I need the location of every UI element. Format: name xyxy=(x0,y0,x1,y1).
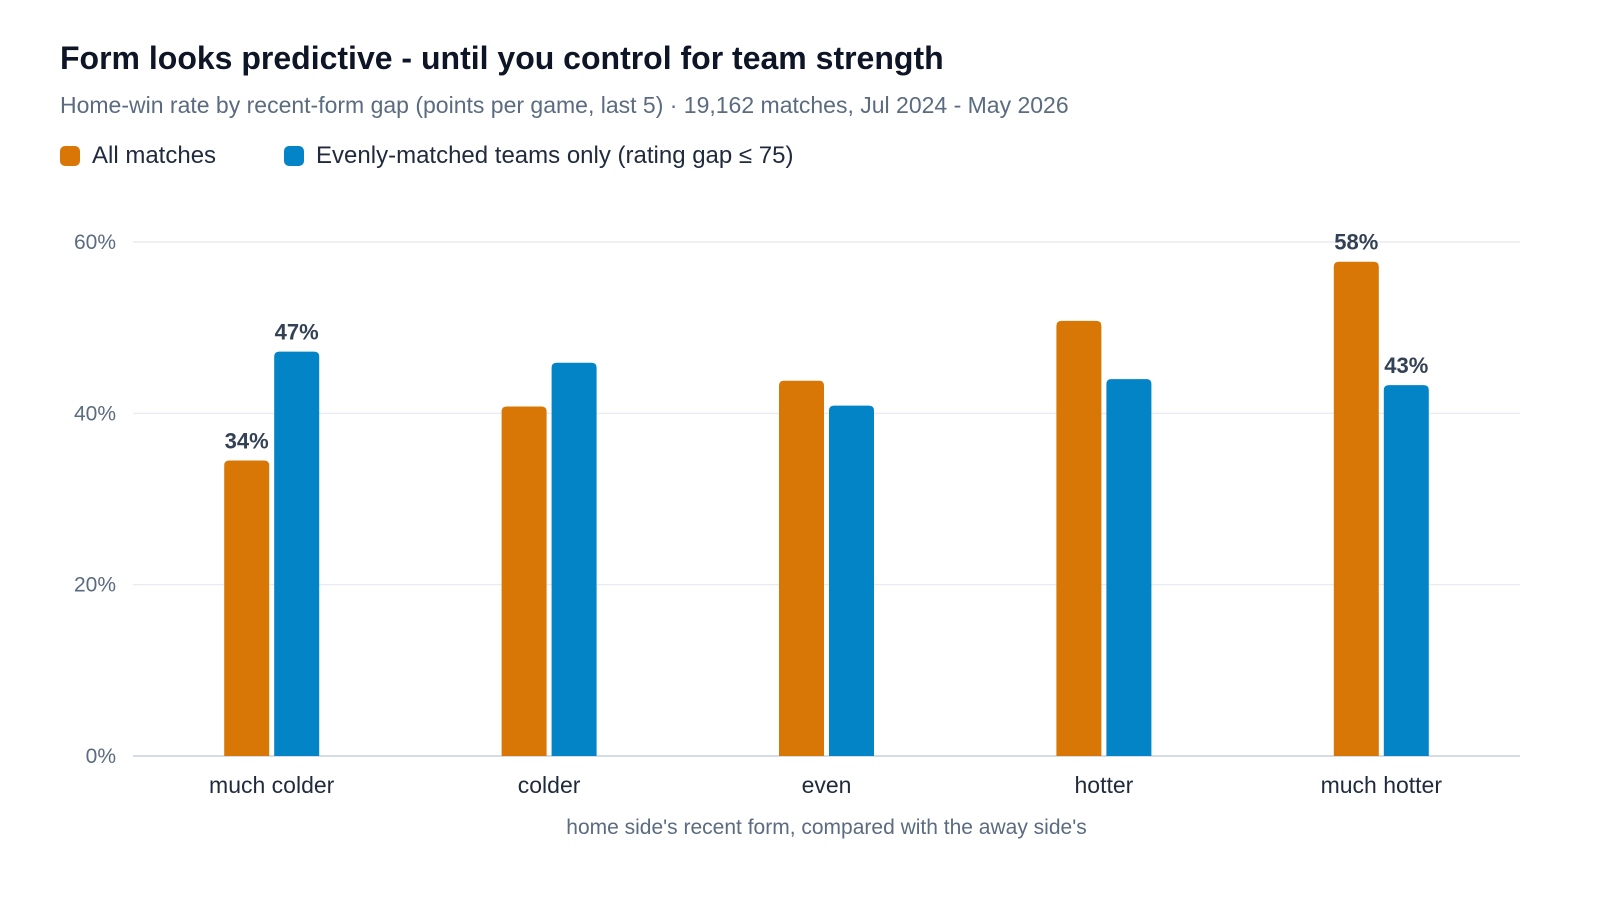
legend-item-all-matches: All matches xyxy=(60,142,216,170)
legend-item-evenly-matched: Evenly-matched teams only (rating gap ≤ … xyxy=(284,142,793,170)
bar-evenly-matched xyxy=(1383,385,1429,756)
bar-all-matches xyxy=(224,460,270,756)
bar-evenly-matched xyxy=(274,351,320,756)
legend-label-all-matches: All matches xyxy=(92,142,217,169)
bar-evenly-matched xyxy=(829,405,874,756)
legend: All matches Evenly-matched teams only (r… xyxy=(60,142,861,170)
bar-all-matches xyxy=(1333,261,1379,756)
legend-swatch-all-matches xyxy=(60,146,80,166)
chart-title: Form looks predictive - until you contro… xyxy=(60,40,944,76)
data-label: 34% xyxy=(225,428,269,453)
data-label: 47% xyxy=(275,320,319,345)
y-tick-label: 20% xyxy=(74,574,116,597)
bar-evenly-matched xyxy=(1106,379,1152,756)
bar-all-matches xyxy=(779,380,824,756)
chart-subtitle: Home-win rate by recent-form gap (points… xyxy=(60,92,1069,118)
x-tick-label: much hotter xyxy=(1321,772,1443,798)
x-tick-label: much colder xyxy=(209,772,335,798)
bar-evenly-matched xyxy=(551,362,597,756)
y-tick-label: 0% xyxy=(86,745,116,768)
x-tick-label: hotter xyxy=(1074,772,1133,798)
y-tick-label: 60% xyxy=(74,231,116,254)
bar-all-matches xyxy=(501,406,547,756)
x-axis-title: home side's recent form, compared with t… xyxy=(566,816,1086,839)
legend-swatch-evenly-matched xyxy=(284,146,305,166)
data-label: 58% xyxy=(1334,230,1378,255)
x-tick-label: even xyxy=(802,772,852,798)
data-label: 43% xyxy=(1384,353,1428,378)
legend-label-evenly-matched: Evenly-matched teams only (rating gap ≤ … xyxy=(316,142,794,169)
y-tick-label: 40% xyxy=(74,402,116,425)
bar-all-matches xyxy=(1056,320,1102,756)
x-tick-label: colder xyxy=(518,772,581,798)
